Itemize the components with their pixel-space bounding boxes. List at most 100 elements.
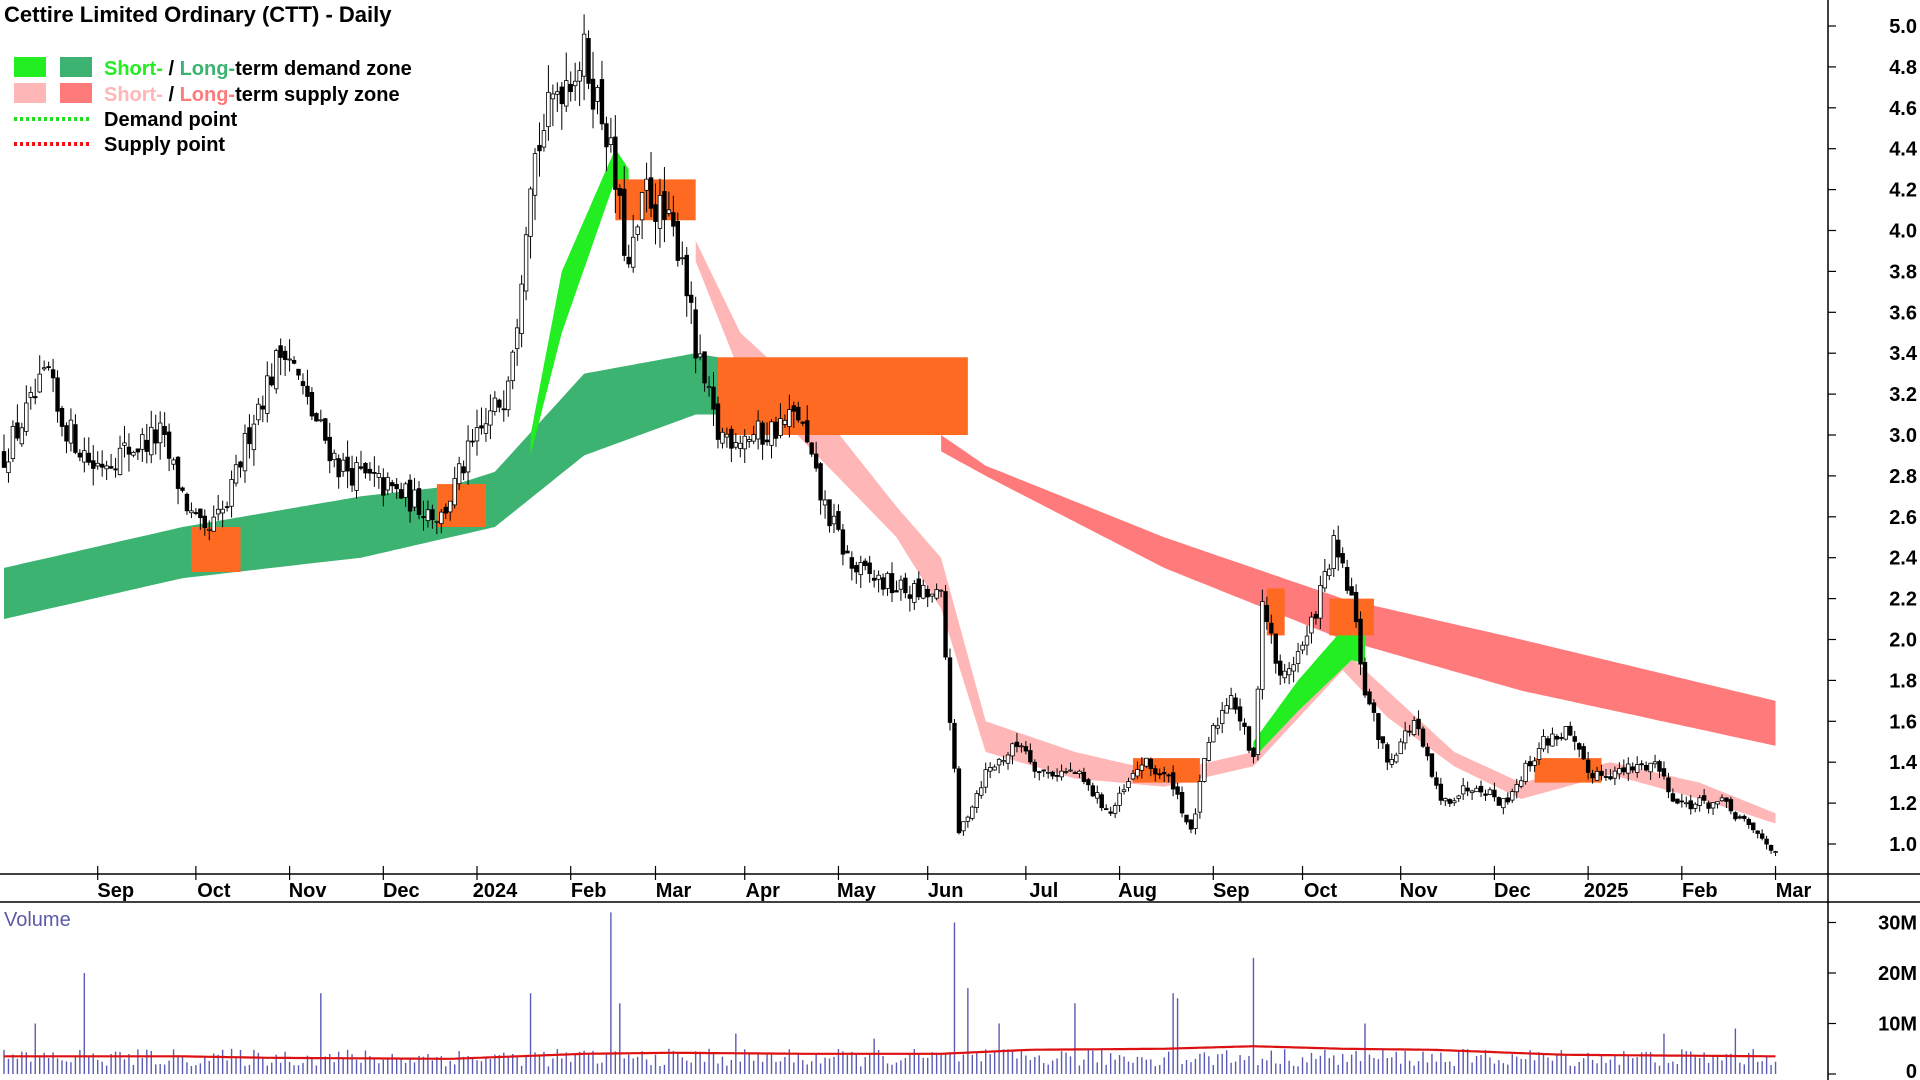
candle	[1710, 802, 1716, 815]
candle	[987, 762, 993, 779]
candle	[336, 454, 341, 489]
candle	[1304, 625, 1310, 656]
candle	[104, 460, 109, 480]
legend-demand-point-label: Demand point	[104, 109, 238, 131]
candle	[376, 465, 382, 489]
price-tick-label: 4.4	[1889, 139, 1918, 161]
candle	[260, 395, 266, 423]
candle	[555, 82, 560, 112]
candle	[1322, 558, 1328, 592]
candle	[207, 520, 212, 541]
candle	[1385, 742, 1390, 771]
candle	[1487, 787, 1493, 796]
candle	[1594, 766, 1600, 781]
price-tick-label: 2.6	[1889, 507, 1917, 529]
candle	[470, 428, 475, 447]
candle	[492, 391, 498, 416]
candle	[354, 456, 359, 499]
candle	[715, 396, 721, 449]
candle	[1536, 742, 1542, 766]
legend-supply-zone-label: Short- / Long-term supply zone	[104, 84, 400, 106]
candle	[91, 445, 96, 486]
candle	[501, 390, 506, 422]
candle	[1086, 777, 1091, 791]
candle	[1715, 801, 1720, 809]
candle	[577, 61, 582, 107]
candle	[1282, 663, 1287, 684]
month-label: 2025	[1584, 880, 1629, 902]
candle	[1492, 782, 1497, 802]
candle	[1612, 766, 1618, 786]
candle	[1443, 797, 1448, 806]
price-tick-label: 4.6	[1889, 98, 1917, 120]
candle	[813, 441, 819, 472]
candle	[1603, 768, 1609, 781]
candle	[885, 571, 890, 596]
candle	[1144, 757, 1149, 768]
price-tick-label: 1.4	[1889, 752, 1918, 774]
candle	[1246, 725, 1252, 754]
price-tick-label: 4.0	[1889, 221, 1917, 243]
candle	[113, 457, 118, 478]
candle	[287, 339, 292, 372]
price-tick-label: 5.0	[1889, 16, 1917, 38]
long-term-demand-zone	[4, 353, 718, 619]
candle	[1197, 774, 1203, 819]
candle	[1095, 785, 1100, 804]
candle	[1599, 764, 1604, 781]
candle	[1121, 784, 1127, 795]
candle	[1724, 797, 1729, 809]
candle	[46, 361, 51, 371]
candle	[626, 244, 631, 268]
month-label: May	[837, 880, 877, 902]
candle	[863, 558, 868, 571]
month-label: Oct	[197, 880, 231, 902]
candle	[1438, 777, 1444, 805]
candle	[787, 394, 792, 438]
candle	[1657, 759, 1662, 778]
candle	[1701, 789, 1707, 804]
candle	[858, 555, 863, 589]
legend-demand-sep: /	[163, 58, 180, 80]
candle	[193, 508, 199, 516]
candles-layer	[1, 14, 1778, 857]
legend-short-demand-swatch	[14, 57, 46, 77]
candle	[738, 435, 743, 458]
candle	[1527, 755, 1533, 772]
candle	[1193, 808, 1198, 835]
chart-title: Cettire Limited Ordinary (CTT) - Daily	[4, 2, 392, 27]
candle	[1684, 796, 1689, 808]
legend-supply-long: Long-	[180, 84, 236, 106]
candle	[528, 186, 533, 259]
candle	[639, 192, 645, 240]
candle	[1340, 547, 1345, 569]
candle	[372, 456, 377, 487]
candle	[1264, 596, 1270, 630]
candle	[1639, 760, 1644, 770]
candle	[1719, 794, 1725, 802]
candle	[675, 212, 681, 267]
long-term-supply-zone	[941, 435, 1776, 746]
candle	[1751, 822, 1756, 834]
candle	[635, 224, 640, 241]
candle	[943, 584, 948, 660]
candle	[367, 462, 373, 481]
candle	[1728, 796, 1734, 815]
candle	[1023, 741, 1029, 755]
candle	[340, 452, 346, 477]
candle	[755, 410, 761, 450]
candle	[220, 500, 225, 528]
candle	[425, 500, 431, 528]
candle	[309, 387, 315, 421]
candle	[938, 589, 944, 598]
candle	[211, 505, 216, 532]
candle	[666, 191, 672, 217]
candle	[1, 434, 7, 469]
month-label: Dec	[1494, 880, 1531, 902]
candle	[108, 453, 114, 470]
candle	[506, 376, 511, 417]
legend-long-demand-swatch	[60, 57, 92, 77]
candle	[1478, 780, 1484, 798]
candle	[568, 71, 573, 102]
